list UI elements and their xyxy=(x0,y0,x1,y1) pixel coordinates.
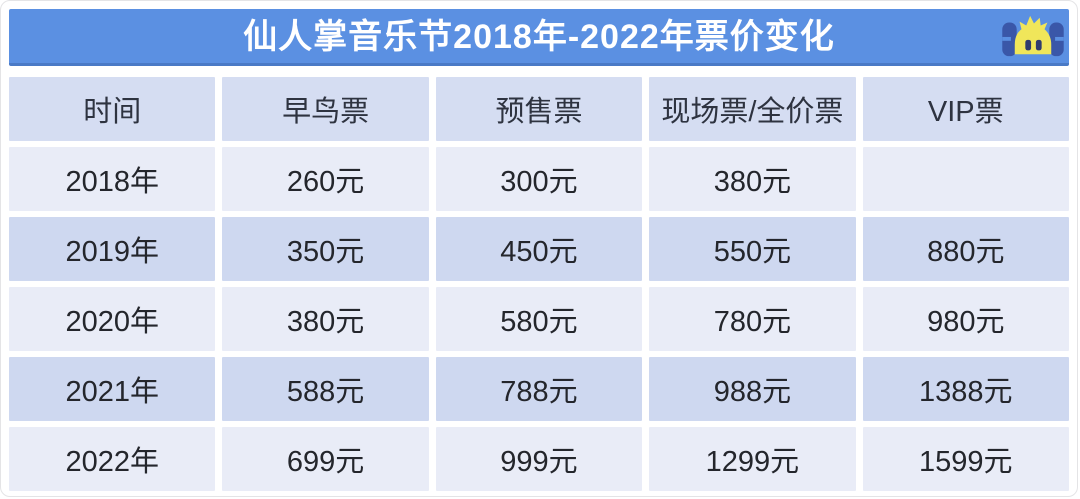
cell-presale-price: 300元 xyxy=(435,147,643,211)
column-header-early-bird: 早鸟票 xyxy=(222,77,429,141)
cell-year: 2020年 xyxy=(9,287,216,351)
cell-presale-price: 580元 xyxy=(435,287,643,351)
cell-onsite-price: 988元 xyxy=(649,357,856,421)
title-bar: 仙人掌音乐节2018年-2022年票价变化 xyxy=(9,9,1069,66)
table-row-2020: 2020年 380元 580元 780元 980元 xyxy=(9,287,1069,351)
cactus-festival-logo-icon xyxy=(1002,15,1064,57)
table-row-2018: 2018年 260元 300元 380元 xyxy=(9,147,1069,211)
cell-year: 2018年 xyxy=(9,147,216,211)
table-row-2021: 2021年 588元 788元 988元 1388元 xyxy=(9,357,1069,421)
cell-vip-price: 880元 xyxy=(862,217,1069,281)
column-header-presale: 预售票 xyxy=(435,77,643,141)
cell-early-bird-price: 588元 xyxy=(222,357,429,421)
cell-early-bird-price: 350元 xyxy=(222,217,429,281)
cell-vip-price: 1388元 xyxy=(862,357,1069,421)
table-header-row: 时间 早鸟票 预售票 现场票/全价票 VIP票 xyxy=(9,77,1069,141)
cell-onsite-price: 380元 xyxy=(649,147,856,211)
column-header-time: 时间 xyxy=(9,77,216,141)
cell-presale-price: 999元 xyxy=(435,427,643,491)
cell-onsite-price: 780元 xyxy=(649,287,856,351)
column-header-onsite-full-price: 现场票/全价票 xyxy=(649,77,856,141)
cell-year: 2021年 xyxy=(9,357,216,421)
cell-onsite-price: 1299元 xyxy=(649,427,856,491)
table-row-2022: 2022年 699元 999元 1299元 1599元 xyxy=(9,427,1069,491)
cell-early-bird-price: 699元 xyxy=(222,427,429,491)
cell-year: 2019年 xyxy=(9,217,216,281)
cell-onsite-price: 550元 xyxy=(649,217,856,281)
cell-vip-price-empty xyxy=(862,147,1069,211)
column-header-vip: VIP票 xyxy=(862,77,1069,141)
cell-vip-price: 980元 xyxy=(862,287,1069,351)
page-title: 仙人掌音乐节2018年-2022年票价变化 xyxy=(243,18,835,56)
table-row-2019: 2019年 350元 450元 550元 880元 xyxy=(9,217,1069,281)
cell-early-bird-price: 260元 xyxy=(222,147,429,211)
cell-vip-price: 1599元 xyxy=(862,427,1069,491)
cell-early-bird-price: 380元 xyxy=(222,287,429,351)
cell-presale-price: 450元 xyxy=(435,217,643,281)
cell-presale-price: 788元 xyxy=(435,357,643,421)
cell-year: 2022年 xyxy=(9,427,216,491)
